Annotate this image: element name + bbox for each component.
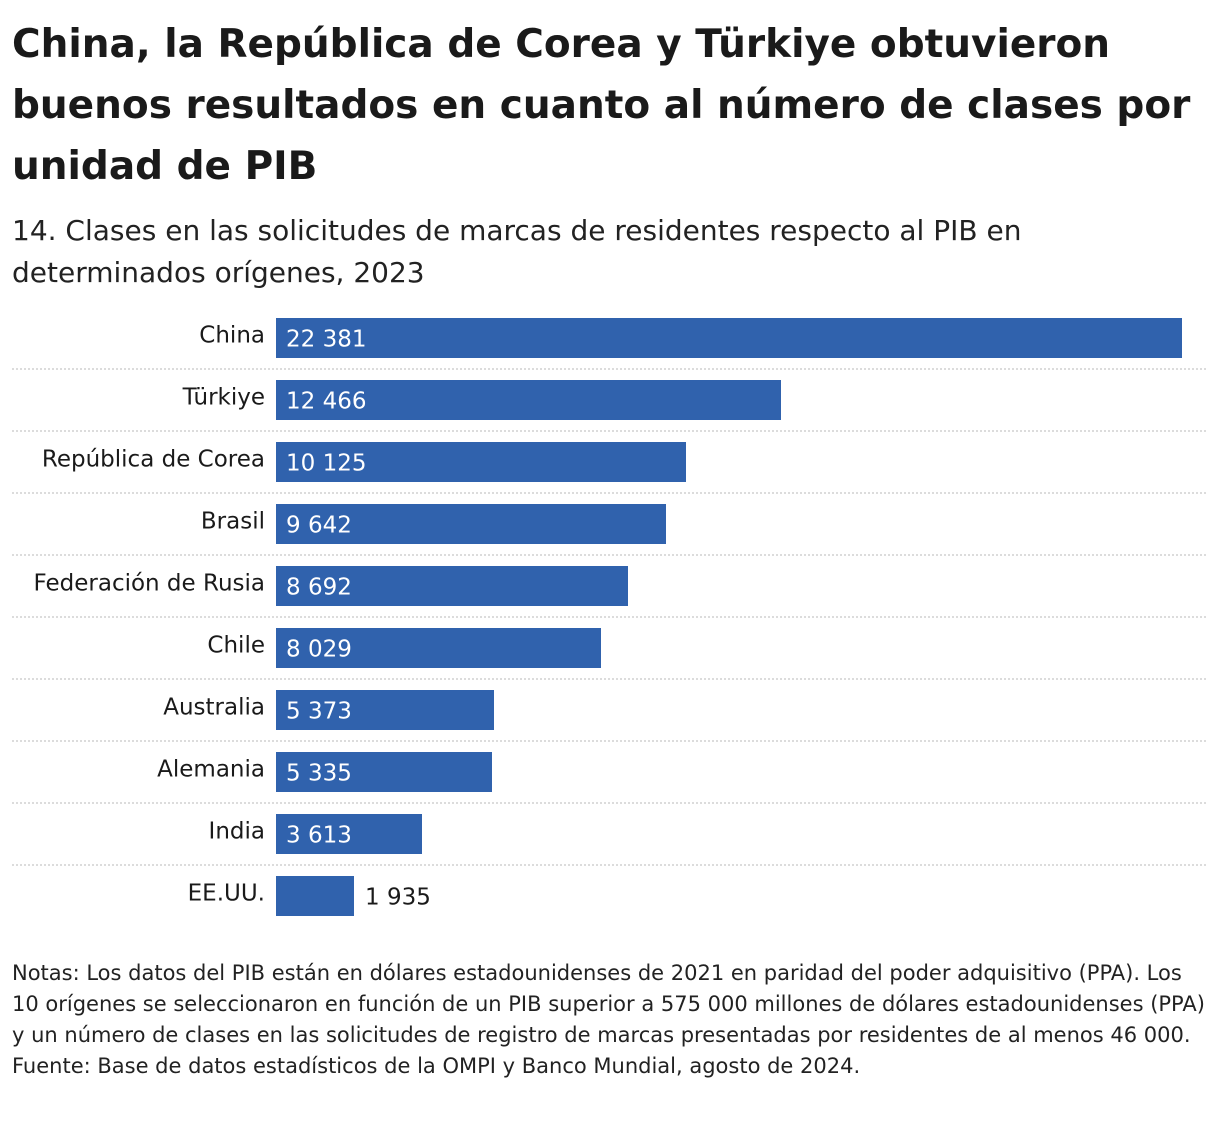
value-label: 5 335 bbox=[286, 761, 352, 787]
bar bbox=[276, 442, 686, 482]
category-label: Brasil bbox=[201, 509, 265, 535]
category-label: Federación de Rusia bbox=[34, 571, 265, 597]
category-label: Chile bbox=[207, 633, 265, 659]
category-label: Australia bbox=[163, 695, 265, 721]
category-label: Alemania bbox=[157, 757, 265, 783]
value-label: 10 125 bbox=[286, 451, 366, 477]
value-label: 8 029 bbox=[286, 637, 352, 663]
category-label: Türkiye bbox=[182, 385, 265, 411]
chart-source: Fuente: Base de datos estadísticos de la… bbox=[12, 1054, 861, 1078]
bar bbox=[276, 752, 492, 792]
bar bbox=[276, 504, 666, 544]
bar bbox=[276, 628, 601, 668]
bar bbox=[276, 566, 628, 606]
chart-footer: Notas: Los datos del PIB están en dólare… bbox=[12, 958, 1207, 1082]
bar bbox=[276, 814, 422, 854]
bar bbox=[276, 380, 781, 420]
category-label: EE.UU. bbox=[188, 881, 265, 907]
value-label: 12 466 bbox=[286, 389, 366, 415]
bar-chart: China 22 381 Türkiye 12 466 República de Cor… bbox=[12, 318, 1208, 916]
chart-title: China, la República de Corea y Türkiye o… bbox=[12, 22, 1191, 189]
chart-subtitle: 14. Clases en las solicitudes de marcas … bbox=[12, 214, 1022, 289]
value-label: 9 642 bbox=[286, 513, 352, 539]
bar bbox=[276, 318, 1182, 358]
value-label: 8 692 bbox=[286, 575, 352, 601]
value-label: 3 613 bbox=[286, 823, 352, 849]
category-label: India bbox=[209, 819, 265, 845]
value-label: 1 935 bbox=[365, 885, 431, 911]
category-label: República de Corea bbox=[42, 447, 265, 473]
value-label: 22 381 bbox=[286, 327, 366, 353]
chart-notes: Notas: Los datos del PIB están en dólare… bbox=[12, 961, 1205, 1047]
value-label: 5 373 bbox=[286, 699, 352, 725]
bar bbox=[276, 876, 354, 916]
category-label: China bbox=[199, 323, 265, 349]
bar bbox=[276, 690, 494, 730]
